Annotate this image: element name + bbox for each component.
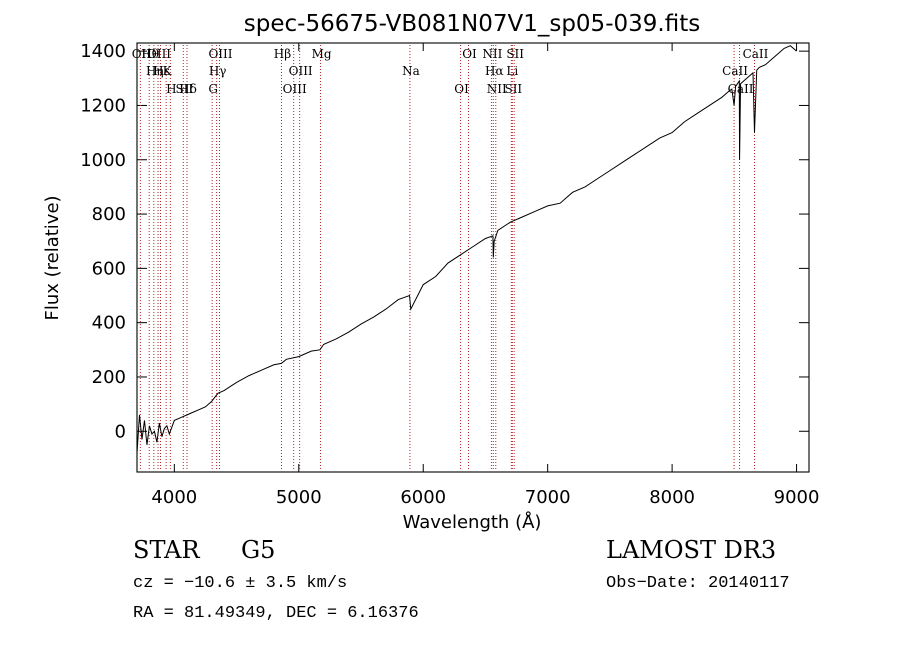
y-tick-label: 600: [92, 258, 126, 279]
spectral-marker-label: NII: [487, 82, 507, 96]
spectral-marker-label: K: [163, 64, 173, 78]
spectral-marker-label: Li: [506, 64, 518, 78]
y-tick-label: 0: [115, 421, 126, 442]
spectral-marker-lines: [139, 45, 755, 470]
y-tick-label: 800: [92, 204, 126, 225]
spectral-marker-label: NII: [482, 47, 502, 61]
flux-series-line: [136, 45, 797, 454]
spectral-marker-label: OIII: [289, 64, 313, 78]
chart-title: spec-56675-VB081N07V1_sp05-039.fits: [244, 11, 700, 37]
spectral-marker-label: OI: [462, 47, 477, 61]
spectral-marker-label: OII: [132, 47, 152, 61]
x-tick-label: 9000: [774, 487, 820, 508]
spectral-marker-label: OI: [454, 82, 469, 96]
spectral-marker-label: Mg: [312, 47, 332, 61]
spectral-marker-label: CaII: [743, 47, 769, 61]
spectral-marker-label: Hα: [485, 64, 504, 78]
spectral-marker-label: OIII: [283, 82, 307, 96]
spectral-marker-label: Hβ: [274, 47, 291, 61]
y-tick-label: 1000: [80, 150, 126, 171]
subclass-label: G5: [241, 536, 275, 564]
y-axis: 0 200 400 600 800 1000 1200 1400: [80, 41, 809, 442]
x-axis-label: Wavelength (Å): [403, 511, 542, 533]
y-tick-label: 1400: [80, 41, 126, 62]
y-axis-label: Flux (relative): [42, 195, 63, 320]
coordinates-text: RA = 81.49349, DEC = 6.16376: [133, 604, 419, 623]
spectral-marker-label: SII: [506, 47, 524, 61]
plot-frame: [136, 42, 810, 473]
spectral-marker-label: Na: [402, 64, 420, 78]
spectral-marker-label: Hδ: [179, 82, 197, 96]
x-tick-label: 5000: [276, 487, 322, 508]
spectral-marker-label: CaII: [722, 64, 748, 78]
x-tick-label: 4000: [151, 487, 197, 508]
y-tick-label: 1200: [80, 95, 126, 116]
survey-label: LAMOST DR3: [606, 536, 776, 564]
x-axis: 4000 5000 6000 7000 8000 9000: [151, 43, 819, 508]
spectral-marker-label: SII: [175, 82, 193, 96]
spectral-marker-label: SII: [504, 82, 522, 96]
spectral-marker-label: Hθ: [141, 47, 159, 61]
spectral-marker-label: Hε: [153, 64, 170, 78]
spectral-marker-label: OIII: [147, 47, 171, 61]
spectral-marker-label: Hγ: [209, 64, 227, 78]
x-tick-label: 7000: [525, 487, 571, 508]
x-tick-label: 8000: [649, 487, 695, 508]
y-tick-label: 200: [92, 367, 126, 388]
x-tick-label: 6000: [400, 487, 446, 508]
spectral-marker-label: G: [208, 82, 218, 96]
spectral-marker-label: H: [166, 82, 176, 96]
redshift-text: cz = −10.6 ± 3.5 km/s: [133, 574, 347, 593]
spectral-marker-label: Hη: [146, 64, 164, 78]
y-tick-label: 400: [92, 313, 126, 334]
class-label: STAR: [133, 536, 200, 564]
spectral-marker-label: OIII: [208, 47, 232, 61]
observation-date: Obs−Date: 20140117: [606, 574, 790, 593]
